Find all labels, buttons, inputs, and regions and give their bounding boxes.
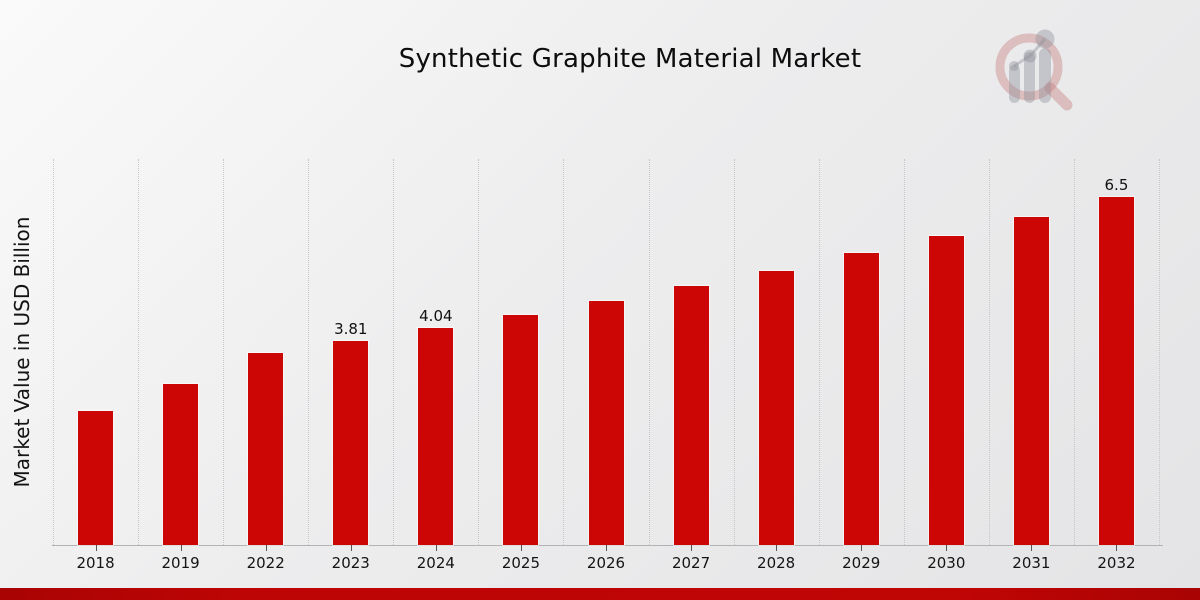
- x-axis-tick: [350, 545, 352, 551]
- vertical-gridline: [1159, 159, 1160, 545]
- bar-2028: [758, 271, 794, 545]
- magnifier-bar-chart-logo-icon: [993, 16, 1095, 114]
- x-axis-label-2032: 2032: [1097, 554, 1136, 572]
- x-axis-label-2030: 2030: [927, 554, 966, 572]
- x-axis-tick: [861, 545, 863, 551]
- x-axis-label-2019: 2019: [161, 554, 200, 572]
- x-axis-tick: [1031, 545, 1033, 551]
- x-axis-label-2023: 2023: [331, 554, 370, 572]
- x-axis-label-2028: 2028: [757, 554, 796, 572]
- x-axis-tick: [265, 545, 267, 551]
- vertical-gridline: [988, 159, 990, 545]
- value-label-2023: 3.81: [334, 320, 368, 338]
- bar-2031: [1013, 217, 1049, 545]
- x-axis-tick: [180, 545, 182, 551]
- x-axis-tick: [435, 545, 437, 551]
- bar-2018: [78, 411, 114, 545]
- vertical-gridline: [53, 159, 54, 545]
- x-axis-tick: [606, 545, 607, 551]
- bar-2023: [333, 341, 369, 545]
- bar-2029: [843, 253, 879, 545]
- vertical-gridline: [903, 159, 905, 545]
- vertical-gridline: [563, 159, 565, 545]
- x-axis-label-2029: 2029: [842, 554, 881, 572]
- vertical-gridline: [1073, 159, 1075, 545]
- vertical-gridline: [733, 159, 735, 545]
- plot-area: 2018 2019 2022 3.81 2023 4.04 2024 2025 2026 2027…: [52, 159, 1163, 572]
- y-axis-label: Market Value in USD Billion: [10, 216, 34, 488]
- x-axis-tick: [946, 545, 948, 551]
- x-axis-line: [52, 545, 1163, 546]
- bar-2024: [418, 328, 454, 545]
- x-axis-label-2025: 2025: [501, 554, 541, 572]
- bar-2025: [503, 315, 539, 545]
- x-axis-tick: [95, 545, 97, 551]
- x-axis-label-2027: 2027: [671, 554, 711, 572]
- x-axis-tick: [776, 545, 778, 551]
- footer-accent-bar: [0, 588, 1200, 600]
- bar-2032: [1098, 197, 1134, 545]
- value-label-2032: 6.5: [1104, 176, 1129, 194]
- x-axis-tick: [520, 545, 522, 551]
- value-label-2024: 4.04: [419, 307, 453, 325]
- bar-2027: [673, 286, 709, 545]
- chart-title: Synthetic Graphite Material Market: [398, 44, 862, 74]
- vertical-gridline: [478, 159, 480, 545]
- x-axis-label-2031: 2031: [1012, 554, 1051, 572]
- x-axis-label-2024: 2024: [416, 554, 455, 572]
- bar-2026: [588, 301, 624, 545]
- bar-2030: [928, 236, 964, 545]
- vertical-gridline: [393, 159, 395, 545]
- vertical-gridline: [223, 159, 225, 545]
- vertical-gridline: [818, 159, 820, 545]
- vertical-gridline: [308, 159, 310, 545]
- vertical-gridline: [648, 159, 650, 545]
- x-axis-label-2026: 2026: [586, 554, 626, 572]
- x-axis-label-2022: 2022: [246, 554, 285, 572]
- x-axis-tick: [691, 545, 693, 551]
- x-axis-label-2018: 2018: [76, 554, 115, 572]
- bar-2022: [248, 353, 284, 545]
- x-axis-tick: [1116, 545, 1118, 551]
- vertical-gridline: [138, 159, 140, 545]
- bar-2019: [163, 384, 199, 545]
